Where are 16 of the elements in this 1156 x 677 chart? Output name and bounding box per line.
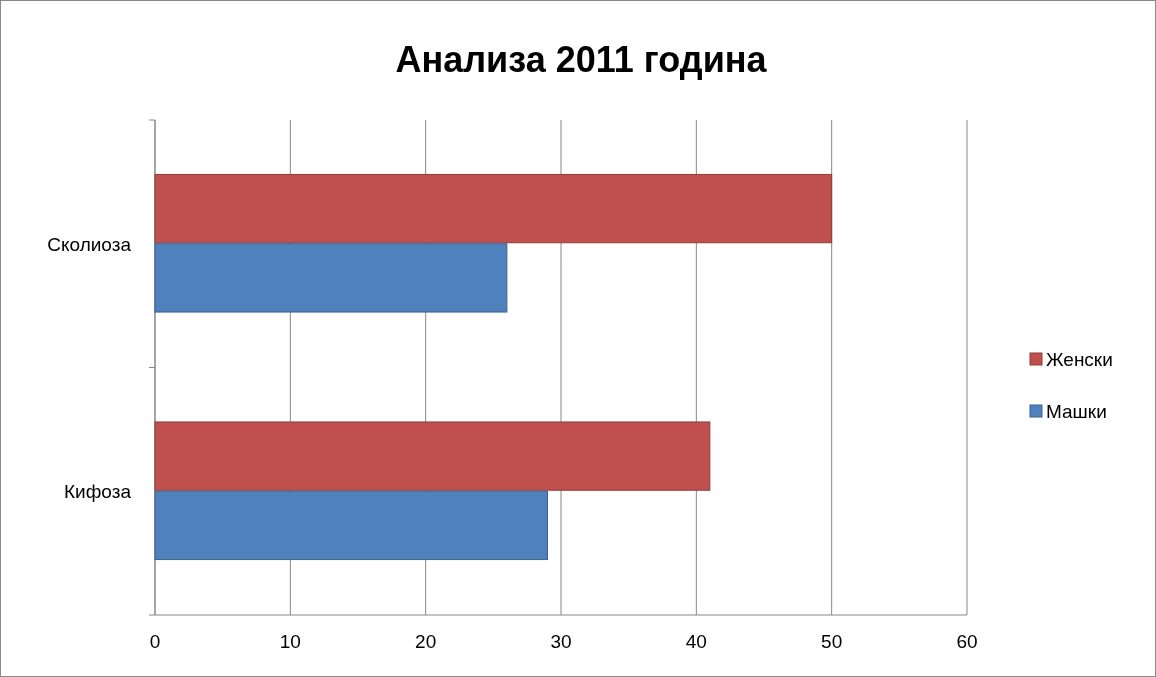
x-tick-label: 60 [956, 631, 978, 652]
x-tick-label: 30 [550, 631, 572, 652]
x-tick-label: 50 [821, 631, 843, 652]
bar [154, 421, 711, 491]
bar [154, 243, 508, 313]
x-tick-label: 10 [279, 631, 301, 652]
legend-label: Машки [1046, 401, 1107, 422]
legend-label: Женски [1046, 349, 1113, 370]
y-tick-label: Сколиоза [47, 233, 132, 255]
y-tick-label: Кифоза [64, 481, 132, 503]
x-tick-label: 40 [685, 631, 707, 652]
x-tick-label: 20 [415, 631, 437, 652]
chart-title: Анализа 2011 година [395, 39, 768, 80]
bar [154, 490, 548, 561]
bar [154, 173, 833, 244]
x-tick-label: 0 [149, 631, 161, 652]
